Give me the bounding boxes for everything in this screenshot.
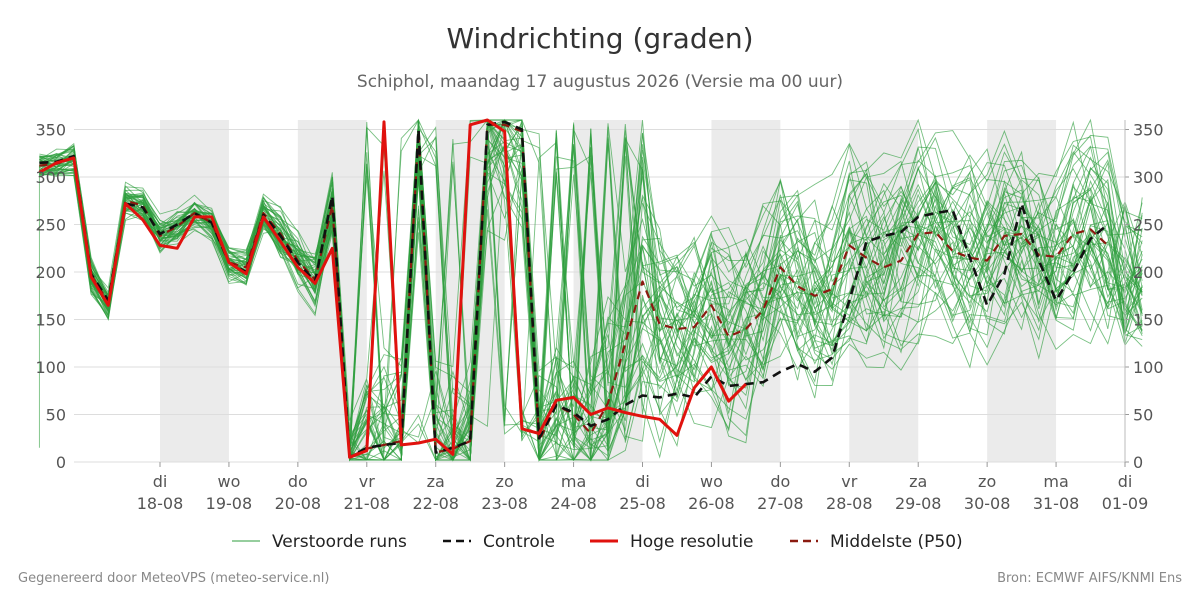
y-tick-label-right: 250 xyxy=(1133,216,1164,235)
x-tick-date: 26-08 xyxy=(688,494,735,513)
x-tick-day: di xyxy=(1118,472,1133,491)
y-tick-label-left: 150 xyxy=(35,311,66,330)
y-tick-label-left: 50 xyxy=(46,406,66,425)
y-tick-label-right: 100 xyxy=(1133,358,1164,377)
x-tick-date: 22-08 xyxy=(412,494,459,513)
legend-label-high-res: Hoge resolutie xyxy=(630,532,754,552)
x-tick-date: 25-08 xyxy=(619,494,666,513)
y-tick-label-left: 350 xyxy=(35,121,66,140)
ensemble-run-line xyxy=(39,119,1143,462)
x-tick-date: 27-08 xyxy=(757,494,804,513)
y-tick-label-left: 300 xyxy=(35,168,66,187)
legend: Verstoorde runs Controle Hoge resolutie Mid… xyxy=(232,532,963,552)
legend-label-control: Controle xyxy=(483,532,555,552)
y-tick-label-right: 0 xyxy=(1133,453,1143,472)
y-tick-label-right: 350 xyxy=(1133,121,1164,140)
x-tick-day: za xyxy=(909,472,927,491)
main-series xyxy=(38,118,1109,459)
x-tick-day: zo xyxy=(978,472,996,491)
y-tick-label-right: 50 xyxy=(1133,406,1153,425)
x-tick-date: 18-08 xyxy=(137,494,184,513)
ensemble-lines xyxy=(38,118,1143,462)
x-tick-day: di xyxy=(635,472,650,491)
y-tick-label-left: 250 xyxy=(35,216,66,235)
chart-title: Windrichting (graden) xyxy=(446,22,754,55)
ensemble-run-line xyxy=(39,118,1143,461)
y-axis-left: 0 50 100 150 200 250 300 350 xyxy=(35,121,66,473)
chart-subtitle: Schiphol, maandag 17 augustus 2026 (Vers… xyxy=(356,72,844,92)
x-tick-day: vr xyxy=(359,472,375,491)
ensemble-run-line xyxy=(39,123,1143,461)
y-tick-label-left: 0 xyxy=(56,453,66,472)
x-tick-day: wo xyxy=(217,472,240,491)
y-tick-label-right: 150 xyxy=(1133,311,1164,330)
footer-generator: Gegenereerd door MeteoVPS (meteo-service… xyxy=(18,571,330,586)
weekend-band xyxy=(160,120,229,462)
x-tick-date: 30-08 xyxy=(964,494,1011,513)
y-axis-right: 0 50 100 150 200 250 300 350 xyxy=(1124,120,1164,472)
x-tick-day: do xyxy=(770,472,790,491)
x-tick-day: do xyxy=(288,472,308,491)
x-tick-day: wo xyxy=(700,472,723,491)
x-tick-day: di xyxy=(153,472,168,491)
x-tick-date: 21-08 xyxy=(344,494,391,513)
legend-label-median: Middelste (P50) xyxy=(830,532,963,552)
high-res-series-line xyxy=(38,118,747,459)
x-axis: di 18-08 wo 19-08 do 20-08 vr 21-08 za 22-08 zo 23-… xyxy=(137,462,1149,513)
x-tick-date: 23-08 xyxy=(481,494,528,513)
y-tick-label-left: 100 xyxy=(35,358,66,377)
y-tick-label-right: 300 xyxy=(1133,168,1164,187)
y-tick-label-right: 200 xyxy=(1133,263,1164,282)
x-tick-date: 24-08 xyxy=(550,494,597,513)
x-tick-day: vr xyxy=(841,472,857,491)
x-tick-day: ma xyxy=(561,472,586,491)
y-tick-label-left: 200 xyxy=(35,263,66,282)
x-tick-date: 19-08 xyxy=(206,494,253,513)
median-series-line xyxy=(39,123,1109,459)
footer-source: Bron: ECMWF AIFS/KNMI Ens xyxy=(997,571,1182,586)
x-tick-day: zo xyxy=(496,472,514,491)
legend-label-ensemble: Verstoorde runs xyxy=(272,532,407,552)
x-tick-day: za xyxy=(427,472,445,491)
x-tick-date: 31-08 xyxy=(1033,494,1080,513)
x-tick-day: ma xyxy=(1043,472,1068,491)
x-tick-date: 01-09 xyxy=(1102,494,1149,513)
x-tick-date: 29-08 xyxy=(895,494,942,513)
x-tick-date: 20-08 xyxy=(275,494,322,513)
x-tick-date: 28-08 xyxy=(826,494,873,513)
